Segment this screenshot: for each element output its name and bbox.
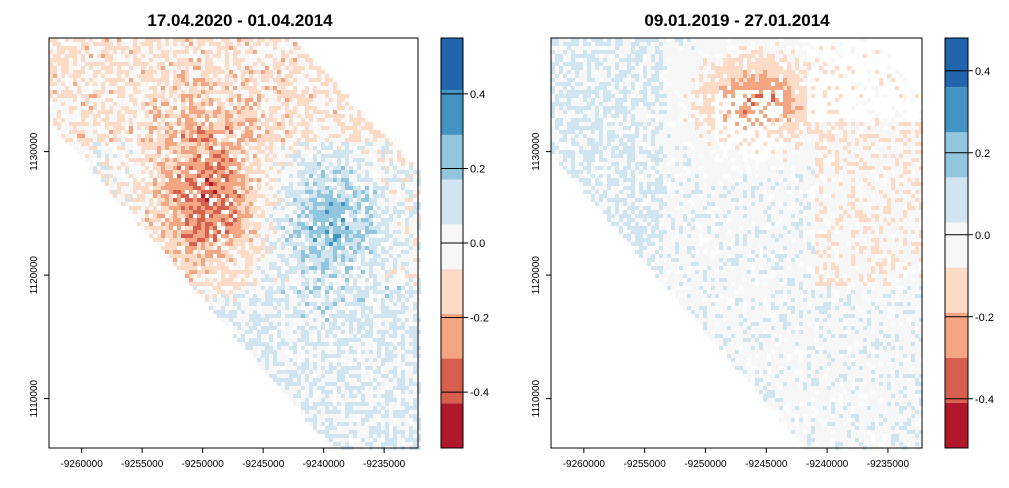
colorbar-swatch (441, 224, 463, 270)
map-panel-1: 17.04.2020 - 01.04.2014 -9260000 -9255000… (29, 11, 489, 470)
panel-1-plot-frame (48, 37, 419, 449)
x-tick-label: -9245000 (242, 459, 285, 470)
colorbar-swatch (441, 269, 463, 314)
colorbar-swatch (441, 403, 463, 448)
colorbar-swatch (945, 132, 968, 178)
panel-1-y-axis: 1110000 1120000 1130000 (29, 132, 49, 417)
panel-1-raster (49, 38, 421, 450)
colorbar-swatch (945, 222, 968, 268)
y-tick-label: 1130000 (29, 132, 40, 171)
x-tick-label: -9245000 (745, 459, 788, 470)
colorbar-tick-label: -0.4 (470, 387, 489, 399)
panel-2-y-axis: 1110000 1120000 1130000 (531, 132, 551, 417)
panel-2-plot-frame (550, 37, 923, 449)
panel-1-x-axis: -9260000 -9255000 -9250000 -9245000 -9240000… (61, 448, 406, 470)
x-tick-label: -9255000 (121, 459, 164, 470)
colorbar-tick-label: 0.4 (470, 89, 485, 101)
colorbar-swatch (441, 90, 463, 135)
x-tick-label: -9250000 (182, 459, 225, 470)
x-tick-label: -9240000 (806, 459, 849, 470)
colorbar-swatch (441, 134, 463, 180)
x-tick-label: -9235000 (363, 459, 406, 470)
colorbar-swatch (945, 177, 968, 223)
colorbar-tick-label: -0.4 (975, 394, 994, 406)
colorbar-swatch (945, 312, 968, 358)
colorbar-swatch (441, 179, 463, 225)
colorbar-tick-label: 0.0 (470, 238, 485, 250)
colorbar-tick-label: 0.2 (470, 163, 485, 175)
x-tick-label: -9260000 (61, 459, 104, 470)
colorbar-swatch (441, 358, 463, 404)
x-tick-label: -9250000 (684, 459, 727, 470)
x-tick-label: -9255000 (624, 459, 667, 470)
colorbar-tick-label: 0.4 (975, 66, 990, 78)
colorbar-swatch (945, 357, 968, 403)
colorbar-tick-label: 0.0 (975, 230, 990, 242)
y-tick-label: 1110000 (29, 379, 40, 417)
panel-2-x-axis: -9260000 -9255000 -9250000 -9245000 -9240000… (563, 448, 910, 470)
colorbar-swatch (441, 38, 463, 91)
x-tick-label: -9260000 (563, 459, 606, 470)
y-tick-label: 1130000 (531, 132, 542, 171)
colorbar-tick-label: 0.2 (975, 148, 990, 160)
colorbar-tick-label: -0.2 (975, 312, 994, 324)
y-tick-label: 1110000 (531, 379, 542, 417)
colorbar-frame (944, 37, 969, 449)
panel-1-colorbar: -0.4 -0.2 0.0 0.2 0.4 (440, 37, 489, 449)
x-tick-label: -9240000 (302, 459, 345, 470)
map-panel-2: 09.01.2019 - 27.01.2014 -9260000 -9255000… (531, 11, 994, 470)
y-tick-label: 1120000 (29, 256, 40, 295)
panel-2-title: 09.01.2019 - 27.01.2014 (644, 11, 830, 30)
x-tick-label: -9235000 (867, 459, 910, 470)
colorbar-tick-label: -0.2 (470, 313, 489, 325)
panel-2-raster (551, 38, 923, 450)
panel-2-colorbar: -0.4 -0.2 0.0 0.2 0.4 (944, 37, 994, 449)
colorbar-swatch (945, 87, 968, 133)
colorbar-swatch (945, 38, 968, 88)
colorbar-swatch (945, 267, 968, 313)
panel-1-title: 17.04.2020 - 01.04.2014 (147, 11, 333, 30)
colorbar-swatch (945, 402, 968, 448)
colorbar-swatch (441, 313, 463, 359)
y-tick-label: 1120000 (531, 256, 542, 295)
